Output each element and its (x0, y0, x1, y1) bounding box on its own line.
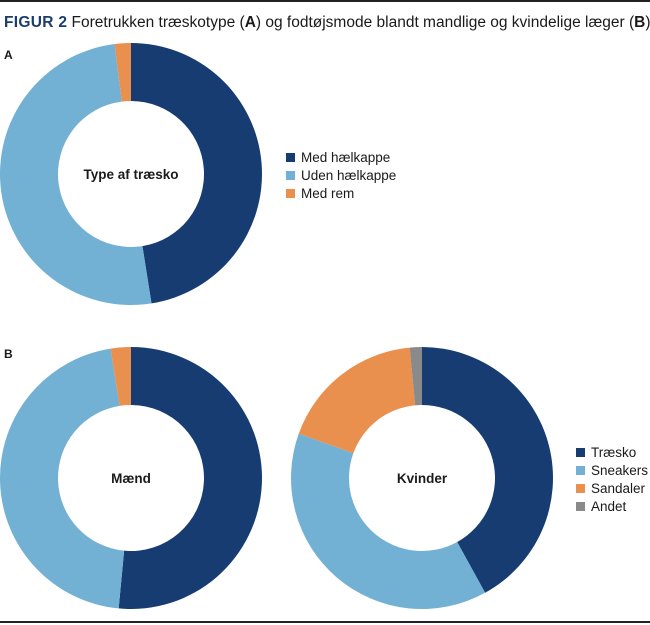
donut-chart-maend: Mænd (0, 347, 262, 609)
donut-slice-sandaler (110, 347, 131, 406)
legend-b-swatch (576, 465, 585, 475)
legend-a-label: Med hælkappe (301, 149, 391, 165)
legend-a-swatch (286, 170, 295, 180)
caption-text-2: ) og fodtøjsmode blandt mandlige og kvin… (255, 14, 635, 31)
donut-slice-sneakers (290, 433, 486, 610)
top-rule (0, 0, 650, 2)
legend-a-swatch (286, 188, 295, 198)
legend-a-item: Med rem (286, 184, 396, 202)
legend-b-swatch (576, 501, 585, 511)
donut-center-label: Mænd (111, 471, 151, 486)
legend-b-swatch (576, 483, 585, 493)
legend-a-swatch (286, 152, 295, 162)
donut-slice-træsko (422, 347, 553, 593)
legend-b-item: Træsko (576, 443, 648, 461)
caption-bold-a: A (244, 14, 256, 31)
donut-chart-kvinder: Kvinder (290, 347, 553, 610)
legend-b-label: Andet (591, 498, 627, 514)
figure-label: FIGUR 2 (4, 14, 68, 31)
donut-slice-sneakers (0, 348, 125, 609)
panel-label-b: B (4, 347, 13, 361)
donut-slice-andet (409, 347, 422, 406)
legend-b-label: Sandaler (591, 480, 646, 496)
caption-text-1: Foretrukken træskotype ( (67, 14, 245, 31)
caption-text-3: ). (645, 14, 650, 31)
bottom-rule (0, 621, 650, 623)
legend-a-item: Med hælkappe (286, 148, 396, 166)
legend-a: Med hælkappe Uden hælkappe Med rem (286, 148, 396, 202)
donut-center-label: Kvinder (397, 471, 448, 486)
legend-a-item: Uden hælkappe (286, 166, 396, 184)
donut-chart-treesko-type: Type af træsko (0, 43, 263, 305)
legend-b-label: Sneakers (591, 462, 649, 478)
donut-slice-uden-hælkappe (0, 44, 152, 305)
legend-b: Træsko Sneakers Sandaler Andet (576, 443, 648, 515)
figure-caption: FIGUR 2 Foretrukken træskotype (A) og fo… (4, 14, 650, 32)
donut-center-label: Type af træsko (83, 167, 178, 182)
legend-b-item: Sandaler (576, 479, 648, 497)
legend-b-item: Sneakers (576, 461, 648, 479)
legend-b-item: Andet (576, 497, 648, 515)
donut-slice-med-rem (114, 43, 131, 102)
donut-slice-sandaler (298, 347, 416, 454)
donut-slice-med-hælkappe (131, 43, 263, 304)
panel-label-a: A (4, 48, 13, 62)
caption-bold-b: B (634, 14, 646, 31)
legend-a-label: Med rem (301, 185, 355, 201)
legend-b-label: Træsko (591, 444, 637, 460)
legend-b-swatch (576, 447, 585, 457)
legend-a-label: Uden hælkappe (301, 167, 397, 183)
donut-slice-træsko (118, 347, 262, 609)
